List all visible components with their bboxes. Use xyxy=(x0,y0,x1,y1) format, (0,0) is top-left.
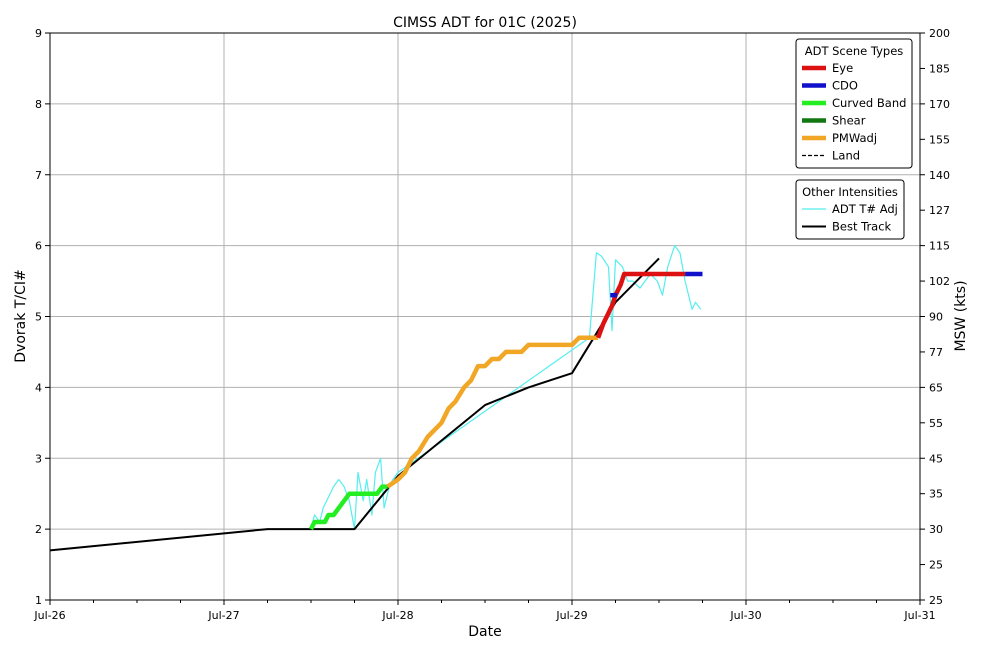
legend-label: CDO xyxy=(832,79,858,93)
y-tick-label: 1 xyxy=(35,594,42,607)
x-axis-label: Date xyxy=(468,624,501,640)
x-tick-label: Jul-30 xyxy=(729,609,761,622)
series-curved-band xyxy=(308,484,388,531)
y-right-tick-label: 25 xyxy=(929,594,943,607)
series-layer xyxy=(49,245,703,552)
legend-label: PMWadj xyxy=(832,131,877,145)
y-right-tick-label: 77 xyxy=(929,346,943,359)
axis-ticks: Jul-26 Jul-27 Jul-28 Jul-29 Jul-30 Jul-31 1 2 3 4… xyxy=(33,27,950,622)
y-right-tick-label: 170 xyxy=(929,98,950,111)
y-right-tick-label: 90 xyxy=(929,311,943,324)
y-right-tick-label: 127 xyxy=(929,204,950,217)
y-right-tick-label: 30 xyxy=(929,523,943,536)
y-right-tick-label: 102 xyxy=(929,275,950,288)
legend-title: Other Intensities xyxy=(802,185,898,199)
y-right-tick-label: 55 xyxy=(929,417,943,430)
y-right-axis-label: MSW (kts) xyxy=(953,280,969,351)
y-right-tick-label: 25 xyxy=(929,559,943,572)
y-right-tick-label: 45 xyxy=(929,452,943,465)
x-tick-label: Jul-31 xyxy=(903,609,935,622)
y-tick-label: 6 xyxy=(35,240,42,253)
y-tick-label: 3 xyxy=(35,452,42,465)
legend-box xyxy=(795,179,905,240)
y-right-tick-label: 65 xyxy=(929,381,943,394)
series-pmwadj xyxy=(386,335,599,489)
y-right-tick-label: 185 xyxy=(929,62,950,75)
chart-title: CIMSS ADT for 01C (2025) xyxy=(393,15,577,31)
x-tick-label: Jul-28 xyxy=(381,609,413,622)
series-eye xyxy=(595,271,686,339)
y-tick-label: 8 xyxy=(35,98,42,111)
legend-label: ADT T# Adj xyxy=(832,202,898,216)
legend-label: Best Track xyxy=(832,220,892,234)
y-tick-label: 5 xyxy=(35,311,42,324)
y-tick-label: 4 xyxy=(35,381,42,394)
legend-label: Curved Band xyxy=(832,96,906,110)
legend-title: ADT Scene Types xyxy=(805,44,904,58)
legend-label: Shear xyxy=(832,114,866,128)
y-right-tick-label: 140 xyxy=(929,169,950,182)
legend-other-intensities: Other Intensities ADT T# Adj Best Track xyxy=(795,179,905,240)
y-axis-label: Dvorak T/CI# xyxy=(13,269,29,362)
x-tick-label: Jul-26 xyxy=(33,609,65,622)
y-right-tick-label: 200 xyxy=(929,27,950,40)
y-tick-label: 2 xyxy=(35,523,42,536)
legend-label: Land xyxy=(832,149,860,163)
y-right-tick-label: 155 xyxy=(929,133,950,146)
legend-scene-types: ADT Scene Types Eye CDO Curved Band Shear PMW… xyxy=(795,38,913,169)
y-right-tick-label: 35 xyxy=(929,488,943,501)
y-tick-label: 9 xyxy=(35,27,42,40)
x-tick-label: Jul-29 xyxy=(555,609,587,622)
y-tick-label: 7 xyxy=(35,169,42,182)
y-right-tick-label: 115 xyxy=(929,240,950,253)
x-tick-label: Jul-27 xyxy=(207,609,239,622)
legend-label: Eye xyxy=(832,61,853,75)
